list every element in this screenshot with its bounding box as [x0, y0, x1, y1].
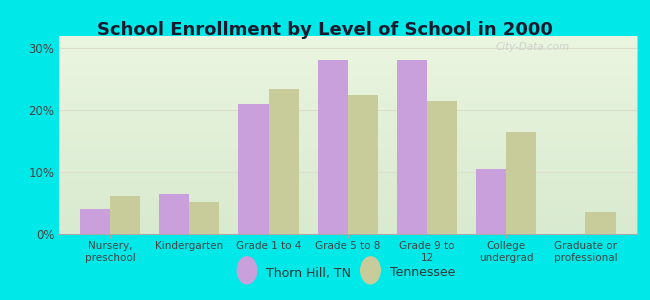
Ellipse shape: [237, 257, 257, 284]
Bar: [110, 196, 140, 234]
Bar: [348, 95, 378, 234]
Bar: [427, 101, 457, 234]
Text: Thorn Hill, TN: Thorn Hill, TN: [266, 266, 352, 280]
Bar: [80, 209, 110, 234]
Text: Tennessee: Tennessee: [390, 266, 456, 280]
Bar: [268, 88, 298, 234]
Bar: [189, 202, 219, 234]
Bar: [506, 132, 536, 234]
Text: School Enrollment by Level of School in 2000: School Enrollment by Level of School in …: [97, 21, 553, 39]
Bar: [239, 104, 268, 234]
Ellipse shape: [361, 257, 380, 284]
Bar: [476, 169, 506, 234]
Bar: [586, 212, 616, 234]
Bar: [318, 59, 348, 234]
Bar: [159, 194, 189, 234]
Bar: [397, 59, 427, 234]
Text: City-Data.com: City-Data.com: [496, 42, 570, 52]
